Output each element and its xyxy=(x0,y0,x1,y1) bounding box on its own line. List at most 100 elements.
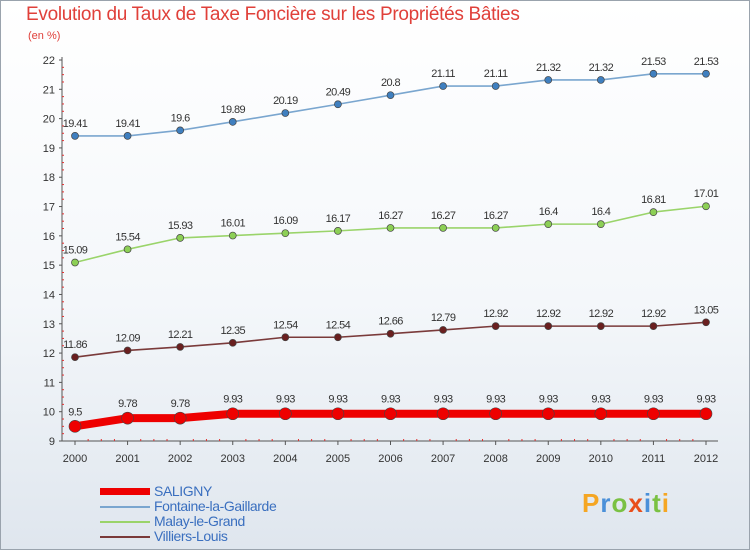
data-point xyxy=(436,407,450,421)
data-label: 16.09 xyxy=(273,215,298,227)
data-point xyxy=(491,322,500,330)
data-label: 21.11 xyxy=(484,68,508,80)
data-point xyxy=(228,338,237,347)
data-label: 9.93 xyxy=(591,394,610,406)
y-tick-label: 15 xyxy=(43,260,55,272)
data-label: 15.54 xyxy=(115,231,140,243)
data-label: 16.27 xyxy=(378,210,403,222)
data-label: 20.19 xyxy=(273,95,298,107)
y-tick-label: 22 xyxy=(43,55,55,67)
data-point xyxy=(649,69,658,78)
y-tick-label: 19 xyxy=(43,143,55,155)
data-label: 16.27 xyxy=(431,210,456,222)
data-point xyxy=(649,322,658,330)
x-tick-label: 2003 xyxy=(221,453,245,465)
x-tick-label: 2007 xyxy=(431,453,455,465)
data-label: 12.09 xyxy=(115,332,140,344)
logo-letter: t xyxy=(652,488,662,518)
data-label: 19.89 xyxy=(220,104,245,116)
data-point xyxy=(173,411,187,425)
y-tick-label: 17 xyxy=(43,202,55,214)
data-point xyxy=(491,224,500,232)
data-point xyxy=(649,208,658,216)
chart-title: Evolution du Taux de Taxe Foncière sur l… xyxy=(26,4,520,25)
legend: SALIGNY Fontaine-la-Gaillarde Malay-le-G… xyxy=(100,484,360,544)
data-label: 12.92 xyxy=(589,308,614,320)
data-point xyxy=(596,322,605,330)
data-point xyxy=(647,407,660,421)
y-tick-label: 16 xyxy=(43,231,55,243)
data-label: 19.41 xyxy=(115,118,140,130)
legend-label-villiers: Villiers-Louis xyxy=(154,528,228,544)
x-tick-label: 2010 xyxy=(589,453,613,465)
x-tick-label: 2002 xyxy=(168,453,192,465)
data-point xyxy=(439,82,447,90)
data-point xyxy=(123,346,132,355)
x-tick-label: 2000 xyxy=(63,453,87,465)
data-label: 19.6 xyxy=(171,112,190,124)
y-tick-label: 14 xyxy=(43,289,55,301)
data-point xyxy=(596,220,605,228)
data-label: 21.53 xyxy=(641,56,666,68)
data-label: 20.49 xyxy=(326,86,351,98)
data-label: 12.92 xyxy=(536,308,561,320)
data-label: 20.8 xyxy=(381,77,400,89)
data-point xyxy=(71,132,79,140)
data-point xyxy=(281,229,290,238)
data-label: 9.93 xyxy=(696,394,715,406)
data-point xyxy=(594,407,608,421)
x-tick-label: 2004 xyxy=(273,453,297,465)
data-label: 16.81 xyxy=(641,194,666,206)
data-label: 16.4 xyxy=(591,206,610,218)
data-point xyxy=(123,245,132,254)
legend-swatch-fontaine xyxy=(100,506,150,508)
data-point xyxy=(123,132,132,140)
legend-item-villiers: Villiers-Louis xyxy=(100,529,360,544)
data-label: 16.17 xyxy=(326,213,351,225)
data-point xyxy=(702,318,710,327)
data-point xyxy=(541,407,555,421)
data-point xyxy=(489,407,502,421)
data-point xyxy=(702,69,710,78)
y-tick-label: 13 xyxy=(43,319,55,331)
data-label: 9.93 xyxy=(486,394,505,406)
logo-letter: i xyxy=(661,488,670,518)
data-point xyxy=(544,220,553,228)
data-label: 9.93 xyxy=(328,394,347,406)
y-tick-label: 10 xyxy=(43,407,55,419)
data-point xyxy=(544,322,553,330)
data-label: 9.5 xyxy=(68,406,82,418)
data-label: 12.35 xyxy=(220,325,245,337)
legend-swatch-saligny xyxy=(100,488,150,495)
data-point xyxy=(228,117,237,126)
data-point xyxy=(491,82,500,90)
data-point xyxy=(386,91,395,100)
data-label: 19.41 xyxy=(63,118,88,130)
data-point xyxy=(439,326,447,334)
data-label: 12.54 xyxy=(273,319,298,331)
data-point xyxy=(386,329,395,338)
data-label: 12.54 xyxy=(326,319,351,331)
data-point xyxy=(121,411,134,425)
legend-label-malay: Malay-le-Grand xyxy=(154,513,245,529)
legend-item-fontaine: Fontaine-la-Gaillarde xyxy=(100,499,360,514)
data-point xyxy=(279,407,292,421)
data-label: 9.93 xyxy=(539,394,558,406)
data-label: 9.78 xyxy=(171,398,190,410)
data-label: 12.79 xyxy=(431,312,456,324)
data-label: 11.86 xyxy=(63,339,87,351)
x-tick-label: 2001 xyxy=(115,453,139,465)
data-point xyxy=(596,76,605,84)
data-point xyxy=(702,202,710,211)
data-label: 21.32 xyxy=(589,62,614,74)
data-label: 9.93 xyxy=(223,394,242,406)
data-point xyxy=(176,126,185,135)
y-axis-unit: (en %) xyxy=(28,30,61,42)
data-label: 9.78 xyxy=(118,398,137,410)
data-point xyxy=(281,333,290,342)
data-point xyxy=(334,333,342,342)
legend-label-saligny: SALIGNY xyxy=(154,483,212,499)
data-point xyxy=(281,109,290,117)
legend-swatch-villiers xyxy=(100,536,150,538)
